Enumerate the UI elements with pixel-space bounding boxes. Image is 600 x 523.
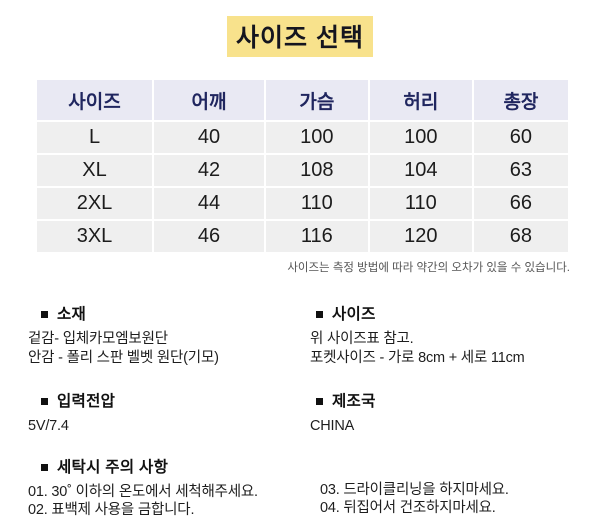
bullet-square-icon xyxy=(41,311,48,318)
section-heading-size: 사이즈 xyxy=(310,302,588,324)
section-origin: 제조국 CHINA xyxy=(310,389,588,436)
origin-value: CHINA xyxy=(310,417,355,434)
size-cell: 2XL xyxy=(37,188,153,219)
size-reference-line: 위 사이즈표 참고. xyxy=(310,331,414,347)
material-lining-line: 안감 - 폴리 스판 벨벳 원단(기모) xyxy=(28,349,219,366)
value-cell: 68 xyxy=(473,221,568,252)
section-material: 소재 겉감- 입체카모엠보원단 안감 - 폴리 스판 벨벳 원단(기모) xyxy=(28,302,310,368)
section-heading-label: 소재 xyxy=(57,306,87,323)
value-cell: 110 xyxy=(369,188,472,219)
section-size-info: 사이즈 위 사이즈표 참고. 포켓사이즈 - 가로 8cm + 세로 11cm xyxy=(310,302,588,368)
table-row: L 40 100 100 60 xyxy=(37,122,568,153)
section-heading-material: 소재 xyxy=(28,302,310,324)
size-cell: XL xyxy=(37,155,153,186)
material-outer-line: 겉감- 입체카모엠보원단 xyxy=(28,331,168,347)
value-cell: 104 xyxy=(369,155,472,186)
size-table: 사이즈 어깨 가슴 허리 총장 L 40 100 100 60 XL 42 10… xyxy=(35,78,570,254)
table-row: 3XL 46 116 120 68 xyxy=(37,221,568,252)
section-heading-origin: 제조국 xyxy=(310,389,588,411)
section-voltage: 입력전압 5V/7.4 xyxy=(28,389,310,436)
size-table-header-row: 사이즈 어깨 가슴 허리 총장 xyxy=(37,80,568,120)
value-cell: 120 xyxy=(369,221,472,252)
section-heading-voltage: 입력전압 xyxy=(28,389,310,411)
section-washing-right: 03. 드라이클리닝을 하지마세요. 04. 뒤집어서 건조하지마세요. xyxy=(310,455,588,521)
voltage-value: 5V/7.4 xyxy=(28,417,69,434)
column-header-waist: 허리 xyxy=(369,80,472,120)
section-heading-label: 제조국 xyxy=(332,392,376,410)
value-cell: 116 xyxy=(265,221,368,252)
product-info: 소재 겉감- 입체카모엠보원단 안감 - 폴리 스판 벨벳 원단(기모) 사이즈… xyxy=(28,302,588,520)
section-heading-washing: 세탁시 주의 사항 xyxy=(28,455,310,477)
bullet-square-icon xyxy=(41,463,48,471)
bullet-square-icon xyxy=(41,397,48,405)
section-heading-label: 입력전압 xyxy=(57,392,116,410)
section-washing: 세탁시 주의 사항 01. 30˚ 이하의 온도에서 세척해주세요. 02. 표… xyxy=(28,455,310,521)
size-cell: L xyxy=(37,122,153,153)
page-header: 사이즈 선택 xyxy=(0,0,600,57)
table-row: 2XL 44 110 110 66 xyxy=(37,188,568,219)
section-heading-label: 사이즈 xyxy=(332,306,376,323)
value-cell: 40 xyxy=(154,122,264,153)
washing-item-1: 01. 30˚ 이하의 온도에서 세척해주세요. xyxy=(28,483,258,500)
size-cell: 3XL xyxy=(37,221,153,252)
column-header-chest: 가슴 xyxy=(265,80,368,120)
value-cell: 100 xyxy=(369,122,472,153)
value-cell: 110 xyxy=(265,188,368,219)
section-heading-label: 세탁시 주의 사항 xyxy=(57,458,169,476)
value-cell: 44 xyxy=(154,188,264,219)
column-header-size: 사이즈 xyxy=(37,80,153,120)
column-header-length: 총장 xyxy=(473,80,568,120)
size-table-container: 사이즈 어깨 가슴 허리 총장 L 40 100 100 60 XL 42 10… xyxy=(35,78,570,254)
value-cell: 42 xyxy=(154,155,264,186)
pocket-size-line: 포켓사이즈 - 가로 8cm + 세로 11cm xyxy=(310,349,525,366)
page-title: 사이즈 선택 xyxy=(227,16,373,57)
washing-item-2: 02. 표백제 사용을 금합니다. xyxy=(28,502,195,519)
bullet-square-icon xyxy=(316,311,323,318)
value-cell: 63 xyxy=(473,155,568,186)
value-cell: 100 xyxy=(265,122,368,153)
value-cell: 108 xyxy=(265,155,368,186)
value-cell: 46 xyxy=(154,221,264,252)
value-cell: 66 xyxy=(473,188,568,219)
value-cell: 60 xyxy=(473,122,568,153)
washing-item-4: 04. 뒤집어서 건조하지마세요. xyxy=(320,500,496,517)
washing-item-3: 03. 드라이클리닝을 하지마세요. xyxy=(320,481,509,498)
table-note: 사이즈는 측정 방법에 따라 약간의 오차가 있을 수 있습니다. xyxy=(287,262,570,274)
table-row: XL 42 108 104 63 xyxy=(37,155,568,186)
bullet-square-icon xyxy=(316,397,323,405)
column-header-shoulder: 어깨 xyxy=(154,80,264,120)
